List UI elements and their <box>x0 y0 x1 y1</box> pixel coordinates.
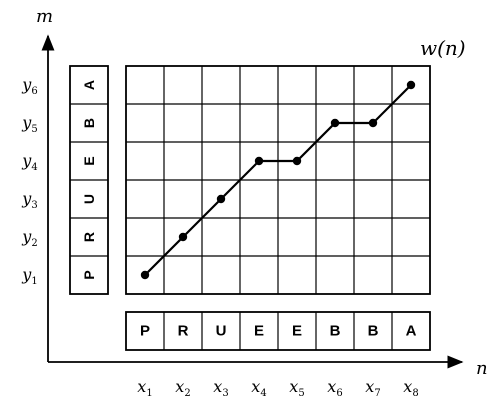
vertical-letter: R <box>81 232 97 242</box>
warping-path-line <box>144 84 412 276</box>
curve-label: w(n) <box>420 36 466 60</box>
x-tick-label: x5 <box>289 377 304 399</box>
y-tick-label: y2 <box>21 227 37 249</box>
horizontal-letter: E <box>292 323 302 340</box>
vertical-letter: A <box>81 80 97 90</box>
vertical-word-strip: P R U E B A <box>69 65 109 295</box>
x-tick-label: x3 <box>213 377 228 399</box>
vertical-letter: E <box>81 156 97 165</box>
vertical-letter: P <box>81 270 97 279</box>
path-point <box>254 156 264 166</box>
y-tick-label: y3 <box>21 189 37 211</box>
vertical-letter: U <box>81 194 97 204</box>
y-tick-label: y6 <box>21 75 37 97</box>
x-tick-label: x2 <box>175 377 190 399</box>
y-tick-label: y4 <box>21 151 37 173</box>
x-tick-labels: x1 x2 x3 x4 x5 x6 x7 x8 <box>137 377 418 399</box>
x-tick-label: x6 <box>327 377 342 399</box>
horizontal-letter: B <box>368 323 379 340</box>
horizontal-letter: A <box>406 323 417 340</box>
y-tick-label: y5 <box>21 113 37 135</box>
x-axis-label: n <box>476 358 488 379</box>
path-point <box>330 118 340 128</box>
path-point <box>406 80 416 90</box>
horizontal-letter: R <box>178 323 189 340</box>
path-point <box>178 232 188 242</box>
warping-path-points <box>140 80 416 280</box>
horizontal-letter: P <box>140 323 150 340</box>
path-point <box>140 270 150 280</box>
horizontal-letter: U <box>216 323 227 340</box>
vertical-letter: B <box>81 118 97 128</box>
x-tick-label: x1 <box>137 377 152 399</box>
y-tick-labels: y1 y2 y3 y4 y5 y6 <box>21 75 37 287</box>
x-tick-label: x4 <box>251 377 266 399</box>
x-tick-label: x7 <box>365 377 380 399</box>
path-point <box>368 118 378 128</box>
horizontal-letter: B <box>330 323 341 340</box>
path-point <box>292 156 302 166</box>
y-tick-label: y1 <box>21 265 37 287</box>
x-tick-label: x8 <box>403 377 418 399</box>
horizontal-letter: E <box>254 323 264 340</box>
y-axis-label: m <box>36 6 53 27</box>
alignment-grid <box>125 65 431 295</box>
path-point <box>216 194 226 204</box>
